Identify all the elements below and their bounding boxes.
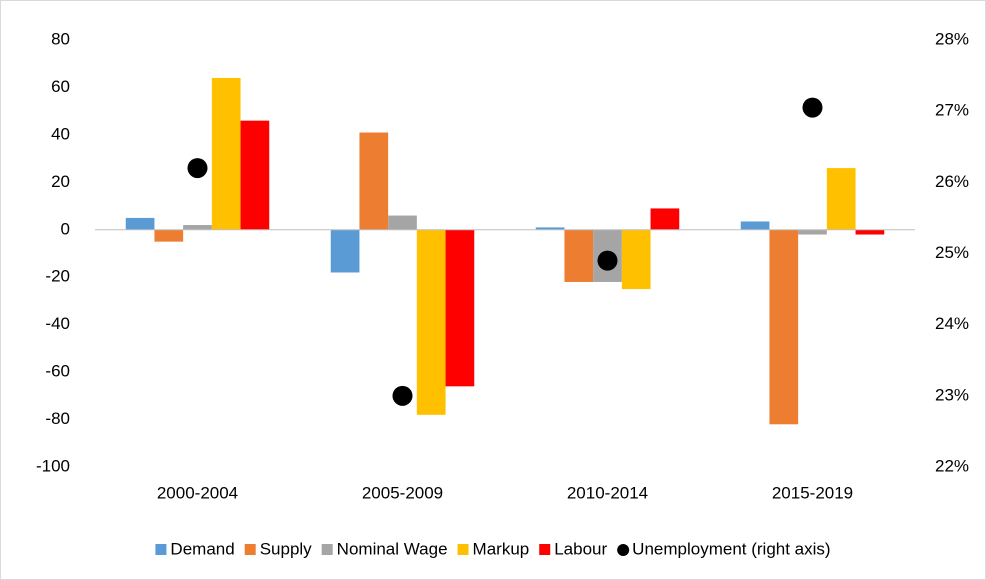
bar: [445, 229, 475, 387]
y-tick-label: 0: [61, 219, 70, 238]
y-tick-label: 20: [51, 172, 70, 191]
legend-label: Unemployment (right axis): [632, 539, 830, 558]
bar: [183, 225, 212, 230]
y-tick-label: 80: [51, 29, 70, 48]
legend-label: Demand: [170, 539, 234, 558]
x-tick-label: 2005-2009: [362, 483, 443, 502]
bar: [535, 227, 565, 230]
bar: [855, 229, 885, 235]
scatter-point: [597, 250, 618, 271]
legend-swatch: [321, 544, 333, 555]
y-tick-label: -100: [36, 456, 70, 475]
y-tick-label: -40: [45, 314, 70, 333]
y-tick-label: -20: [45, 267, 70, 286]
y-tick-label: -60: [45, 362, 70, 381]
bar: [240, 120, 270, 230]
legend: Demand Supply Nominal Wage Markup Labour Unem…: [155, 539, 831, 558]
bar: [740, 221, 770, 230]
legend-swatch: [155, 544, 167, 555]
legend-label: Labour: [554, 539, 607, 558]
legend-swatch: [617, 544, 630, 556]
y2-tick-label: 28%: [935, 29, 969, 48]
scatter-point: [187, 158, 208, 179]
scatter-point: [802, 97, 823, 118]
y2-tick-label: 27%: [935, 101, 969, 120]
x-tick-label: 2015-2019: [772, 483, 853, 502]
y2-tick-label: 24%: [935, 314, 969, 333]
bar: [154, 229, 184, 242]
legend-label: Supply: [260, 539, 312, 558]
x-tick-label: 2010-2014: [567, 483, 648, 502]
bar: [798, 229, 827, 235]
y-tick-label: 40: [51, 124, 70, 143]
bar: [388, 215, 417, 230]
scatter-point: [392, 385, 413, 406]
legend-swatch: [457, 544, 469, 555]
bar: [826, 168, 856, 230]
bar: [564, 229, 594, 282]
legend-label: Nominal Wage: [337, 539, 448, 558]
bar: [330, 229, 360, 273]
y2-tick-label: 25%: [935, 243, 969, 262]
x-tick-label: 2000-2004: [157, 483, 238, 502]
y2-tick-label: 22%: [935, 456, 969, 475]
bar: [125, 217, 155, 230]
bar: [769, 229, 799, 425]
bar: [211, 77, 241, 230]
bar: [650, 208, 680, 230]
y-tick-label: -80: [45, 409, 70, 428]
bar: [416, 229, 446, 415]
legend-swatch: [244, 544, 256, 555]
bar: [359, 132, 389, 230]
legend-label: Markup: [473, 539, 530, 558]
y-tick-label: 60: [51, 77, 70, 96]
legend-swatch: [539, 544, 551, 555]
y2-tick-label: 23%: [935, 385, 969, 404]
y2-tick-label: 26%: [935, 172, 969, 191]
bar: [621, 229, 651, 290]
